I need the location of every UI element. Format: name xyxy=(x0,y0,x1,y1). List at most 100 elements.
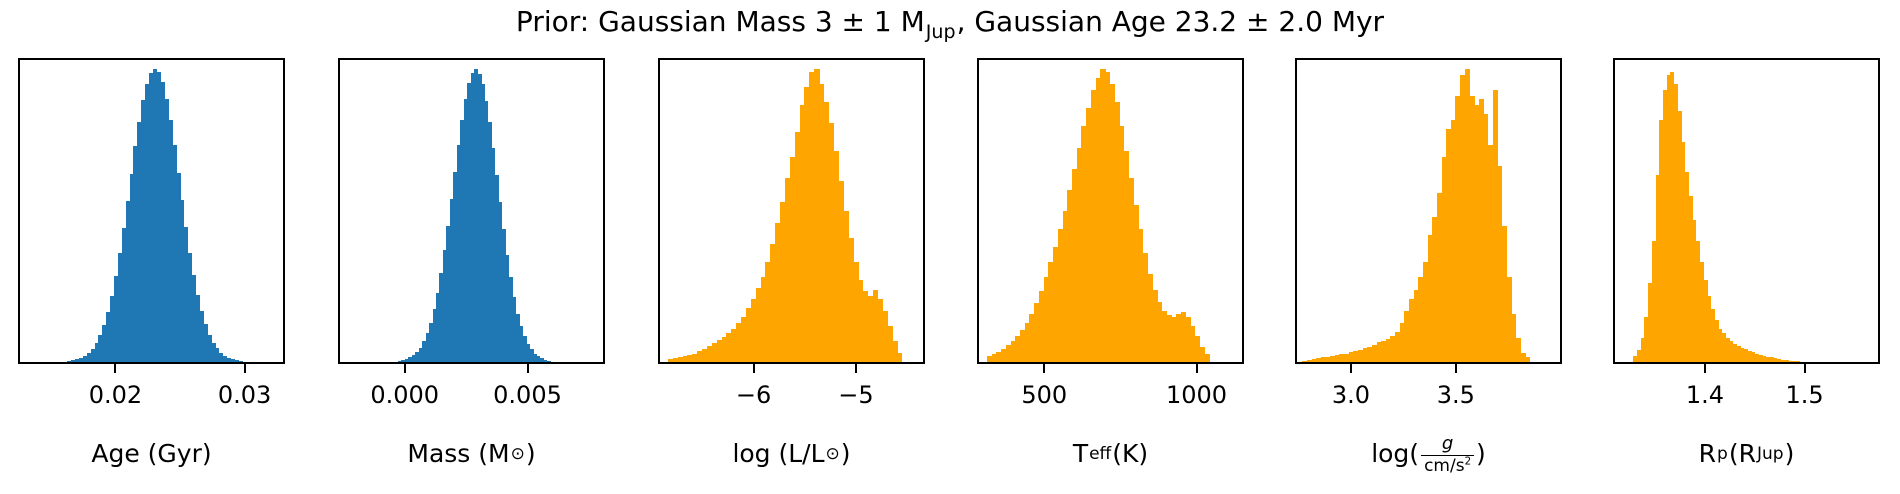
x-axis-label: Mass (M ⊙) xyxy=(338,420,605,488)
histogram-bar xyxy=(98,335,103,362)
histogram-bar xyxy=(494,174,499,362)
subplot-mass: 0.000 0.005 Mass (M ⊙) xyxy=(338,58,605,488)
histogram-bar xyxy=(1501,226,1507,362)
histogram-bar xyxy=(702,348,708,362)
histogram-bar xyxy=(1446,129,1452,362)
histogram-bar xyxy=(1316,358,1322,362)
histogram-bar xyxy=(508,277,513,362)
histogram-bar xyxy=(1371,345,1377,362)
x-axis-label: log (L/L ⊙) xyxy=(658,420,925,488)
histogram-bar xyxy=(408,357,413,362)
histogram-bar xyxy=(736,322,742,362)
plot-area-log-luminosity xyxy=(658,58,925,364)
histogram-bar xyxy=(207,334,212,362)
histogram-bar xyxy=(501,229,506,362)
histogram-bar xyxy=(823,102,830,362)
histogram-bar xyxy=(1185,316,1191,362)
histogram-bar xyxy=(1765,356,1771,362)
histogram-bar xyxy=(1147,274,1153,362)
histogram-bar xyxy=(456,144,461,362)
histogram-bar xyxy=(1119,126,1125,362)
subplot-log-luminosity: −6 −5 log (L/L ⊙) xyxy=(658,58,925,488)
histogram-bar xyxy=(1637,349,1642,362)
histogram-bar xyxy=(887,325,893,362)
histogram-bar xyxy=(152,69,158,362)
histogram-bar xyxy=(687,355,693,362)
histogram-bar xyxy=(94,342,99,362)
histogram-bar xyxy=(711,343,718,362)
histogram-bar xyxy=(1176,313,1182,362)
histogram-bar xyxy=(1081,126,1087,362)
label-text: log( xyxy=(1371,439,1420,469)
histogram-bar xyxy=(814,69,820,362)
histogram-bar xyxy=(183,227,189,362)
histogram-bar xyxy=(129,173,134,362)
histogram-bar xyxy=(425,333,430,362)
histogram-bar xyxy=(1114,102,1120,362)
histogram-bar xyxy=(682,355,688,362)
histogram-bar xyxy=(1311,358,1317,362)
x-tick-mark xyxy=(526,364,529,373)
histogram-bar xyxy=(102,324,107,362)
x-tick-mark xyxy=(1195,364,1198,373)
histogram-bar xyxy=(1128,177,1134,362)
x-tick-mark xyxy=(1349,364,1352,373)
histogram-bar xyxy=(1166,315,1172,362)
histogram-bar xyxy=(721,336,727,362)
histogram-bar xyxy=(996,352,1002,362)
label-text: ⊙ xyxy=(510,443,525,464)
x-axis-label: log(g cm/s2) xyxy=(1295,420,1562,488)
histogram-bar xyxy=(1019,330,1026,362)
histogram-bar xyxy=(404,358,409,362)
histogram-bar xyxy=(125,200,130,362)
x-tick-label: 3.5 xyxy=(1436,381,1475,409)
label-text: ) xyxy=(1476,439,1486,469)
x-tick-mark xyxy=(1043,364,1046,373)
plot-area-logg xyxy=(1295,58,1562,364)
label-text: ) xyxy=(840,439,851,469)
x-axis-ticks: 0.02 0.03 xyxy=(20,364,283,424)
histogram-bar xyxy=(1670,72,1675,362)
x-tick-mark xyxy=(1454,364,1457,373)
histogram-bar xyxy=(191,275,197,362)
histogram-bar xyxy=(133,146,138,362)
histogram-bar xyxy=(692,353,698,362)
histogram-bar xyxy=(467,82,472,362)
fraction-label: g cm/s2 xyxy=(1421,433,1475,476)
histogram-bar xyxy=(1651,241,1656,362)
histogram-bar xyxy=(481,84,485,362)
histogram-bar xyxy=(1395,331,1401,362)
histogram-bar xyxy=(218,352,224,362)
histogram-bar xyxy=(1696,241,1701,362)
histogram-bar xyxy=(1487,144,1494,362)
label-text: eff xyxy=(1089,443,1112,464)
histogram-bar xyxy=(1673,84,1679,362)
histogram-bar xyxy=(1455,96,1461,362)
histogram-bar xyxy=(160,82,165,362)
histogram-bar xyxy=(1478,99,1484,362)
histogram-bar xyxy=(463,99,468,362)
histogram-bar xyxy=(1062,211,1068,362)
histogram-bar xyxy=(1199,346,1205,362)
histogram-bar xyxy=(1090,90,1097,362)
histogram-bar xyxy=(1048,262,1054,362)
histogram-bar xyxy=(853,262,859,362)
histogram-bar xyxy=(1718,328,1723,362)
histogram-bar xyxy=(731,328,737,362)
label-text: (K) xyxy=(1112,439,1149,469)
histogram-bar xyxy=(418,347,423,362)
x-axis-ticks: 0.000 0.005 xyxy=(340,364,603,424)
histogram-bar xyxy=(1684,171,1690,362)
histogram-bar xyxy=(1029,313,1035,362)
x-tick-label: 3.0 xyxy=(1331,381,1370,409)
histogram-bar xyxy=(1655,174,1660,362)
histogram-bar xyxy=(442,250,447,362)
histogram-bar xyxy=(1399,322,1405,362)
histogram-bar xyxy=(75,359,80,362)
label-text: Jup xyxy=(1756,443,1784,464)
histogram-bar xyxy=(1762,355,1767,362)
histogram-bar xyxy=(892,340,898,362)
histogram-bar xyxy=(453,171,458,362)
